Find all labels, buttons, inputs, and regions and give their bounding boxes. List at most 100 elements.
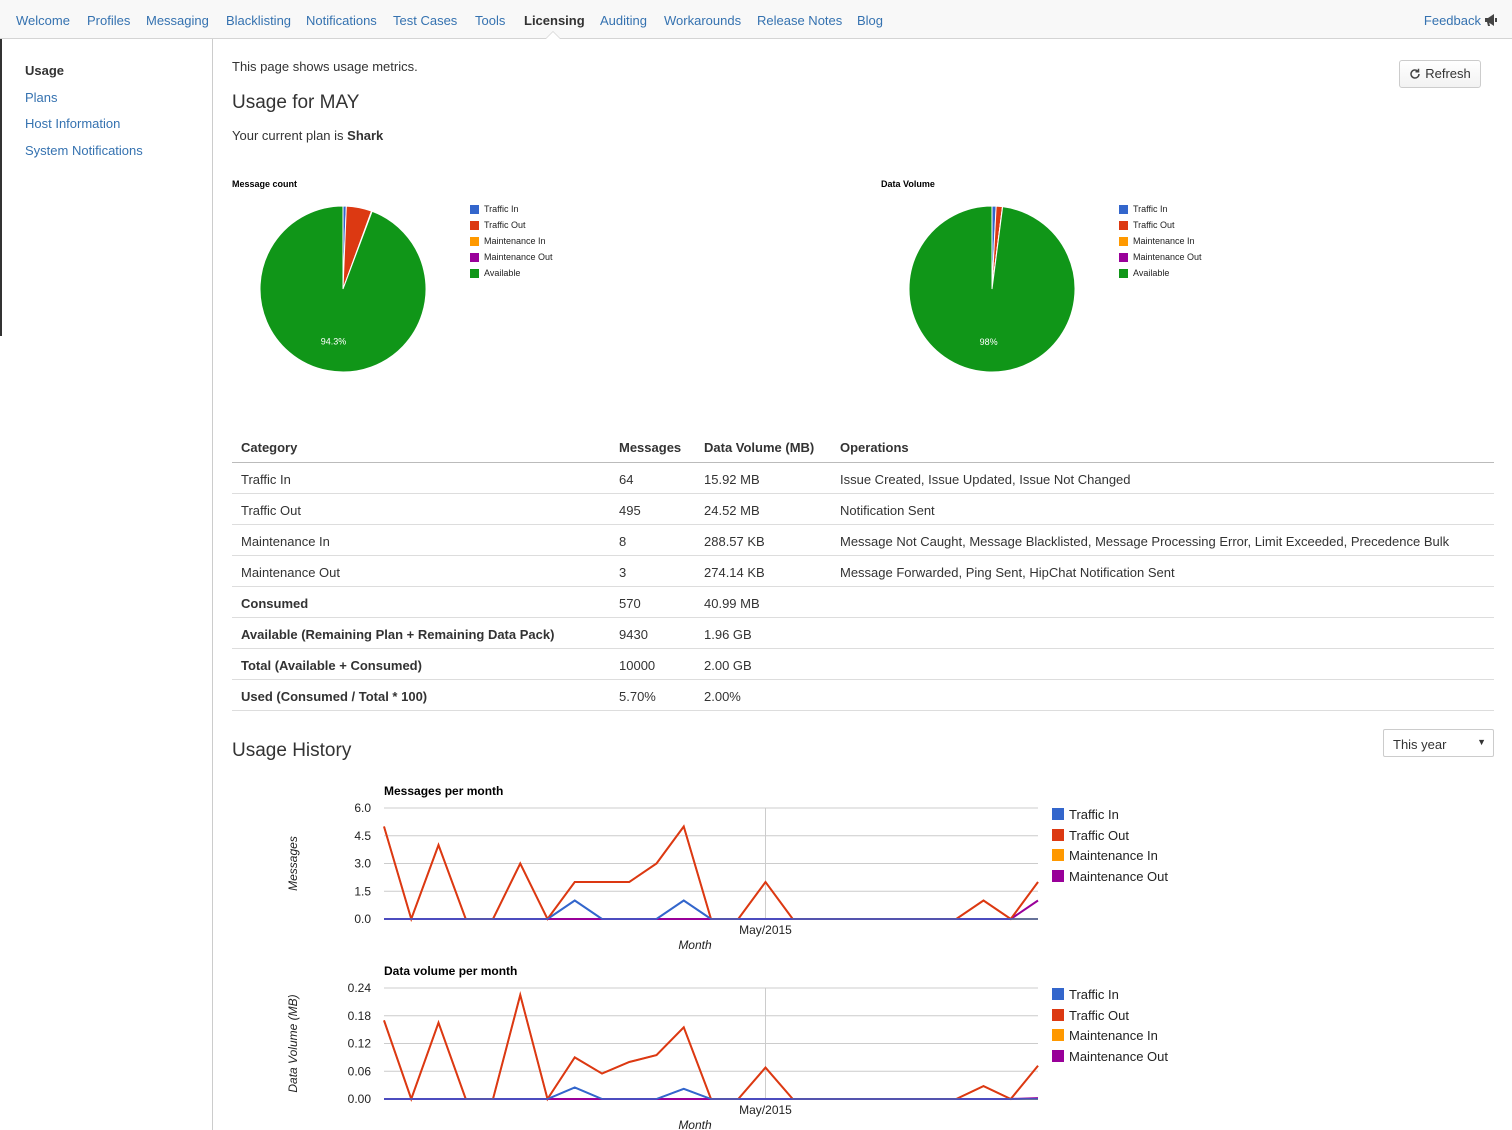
sidebar-item-usage[interactable]: Usage (25, 63, 65, 78)
nav-blog[interactable]: Blog (857, 13, 884, 28)
nav-test-cases[interactable]: Test Cases (393, 13, 458, 28)
nav-licensing[interactable]: Licensing (524, 13, 585, 28)
y-tick-label: 0.12 (348, 1037, 372, 1051)
header-category: Category (241, 440, 298, 455)
nav-release-notes[interactable]: Release Notes (757, 13, 843, 28)
refresh-icon (1410, 68, 1420, 79)
x-axis-label: Month (678, 938, 712, 952)
nav-tools[interactable]: Tools (475, 13, 506, 28)
row-messages: 495 (619, 503, 641, 518)
pie-slice-available (259, 205, 427, 373)
sidebar-item-plans[interactable]: Plans (25, 90, 58, 105)
top-navigation: Welcome Profiles Messaging Blacklisting … (0, 0, 1512, 39)
pie-slice-label: 98% (980, 337, 998, 347)
y-axis-label: Data Volume (MB) (286, 994, 300, 1092)
intro-text: This page shows usage metrics. (232, 59, 418, 74)
table-row: Total (Available + Consumed) 10000 2.00 … (232, 649, 1494, 680)
x-tick-label: May/2015 (739, 923, 792, 937)
legend-label: Traffic In (484, 204, 519, 214)
row-messages: 5.70% (619, 689, 656, 704)
y-tick-label: 0.00 (348, 1092, 372, 1106)
series-line-overlay-traffic-out (383, 824, 1039, 922)
feedback-link[interactable]: Feedback (1424, 13, 1498, 28)
pie-slice-maintenance-in (342, 210, 373, 290)
legend-label: Maintenance Out (1069, 1049, 1169, 1065)
table-row: Consumed 570 40.99 MB (232, 587, 1494, 618)
legend-label: Traffic Out (1069, 827, 1129, 843)
message-count-chart-title: Message count (232, 179, 298, 189)
row-messages: 570 (619, 596, 641, 611)
row-volume: 40.99 MB (704, 596, 760, 611)
pie-slice-maintenance-in (991, 206, 1004, 290)
feedback-label: Feedback (1423, 13, 1481, 28)
legend-swatch (1052, 808, 1064, 820)
legend-swatch (1119, 269, 1128, 278)
legend-label: Maintenance In (1069, 1028, 1158, 1044)
legend-swatch (1119, 237, 1128, 246)
row-messages: 9430 (619, 627, 648, 642)
header-data-volume: Data Volume (MB) (704, 440, 815, 455)
sidebar-item-host-information[interactable]: Host Information (25, 116, 121, 131)
y-tick-label: 6.0 (354, 801, 371, 815)
table-row: Traffic In 64 15.92 MB Issue Created, Is… (232, 463, 1494, 494)
pie-slice-maintenance-out (342, 210, 373, 290)
series-line-traffic-in (384, 1086, 1038, 1100)
table-row: Traffic Out 495 24.52 MB Notification Se… (232, 494, 1494, 525)
nav-blacklisting[interactable]: Blacklisting (226, 13, 292, 28)
nav-messaging[interactable]: Messaging (146, 13, 209, 28)
row-category: Used (Consumed / Total * 100) (241, 689, 428, 704)
row-category: Maintenance Out (241, 565, 341, 580)
row-category: Traffic Out (241, 503, 301, 518)
pie-slice-label: 94.3% (321, 336, 347, 346)
legend-label: Traffic In (1069, 987, 1119, 1002)
time-range-value: This year (1393, 737, 1447, 752)
legend-swatch (1052, 1050, 1064, 1063)
y-tick-label: 0.06 (348, 1064, 372, 1078)
series-line-traffic-in (384, 899, 1038, 920)
chart-title: Data volume per month (384, 964, 517, 978)
row-volume: 2.00% (704, 689, 741, 704)
pie-slice-traffic-out (991, 205, 1004, 290)
row-operations: Message Forwarded, Ping Sent, HipChat No… (840, 565, 1175, 580)
nav-auditing[interactable]: Auditing (600, 13, 647, 28)
current-plan-text: Your current plan is Shark (232, 128, 383, 143)
row-messages: 64 (619, 472, 634, 487)
legend-label: Maintenance Out (484, 252, 553, 262)
series-line-maintenance-out (384, 1097, 1039, 1100)
series-line-overlay-traffic-in (384, 1086, 1038, 1100)
data-volume-chart-title: Data Volume (881, 179, 935, 189)
nav-notifications[interactable]: Notifications (306, 13, 377, 28)
row-category: Maintenance In (241, 534, 330, 549)
row-volume: 1.96 GB (704, 627, 752, 642)
legend-label: Available (1133, 268, 1170, 278)
legend-label: Traffic In (1133, 204, 1168, 214)
pie-slice-maintenance-out (991, 206, 1004, 290)
refresh-button[interactable]: Refresh (1399, 60, 1481, 88)
x-tick-label: May/2015 (739, 1103, 792, 1117)
time-range-select[interactable]: This year ▼ (1383, 729, 1494, 757)
legend-label: Maintenance In (1069, 848, 1158, 864)
legend-swatch (470, 221, 479, 230)
row-operations: Issue Created, Issue Updated, Issue Not … (840, 472, 1131, 487)
nav-welcome[interactable]: Welcome (16, 13, 70, 28)
usage-table: Category Messages Data Volume (MB) Opera… (232, 430, 1494, 711)
legend-swatch (470, 237, 479, 246)
y-axis-label: Messages (286, 836, 300, 891)
legend-swatch (470, 269, 479, 278)
sidebar-item-system-notifications[interactable]: System Notifications (25, 143, 143, 158)
nav-profiles[interactable]: Profiles (87, 13, 131, 28)
legend-swatch (470, 253, 479, 262)
series-line-traffic-out (383, 990, 1039, 1103)
legend-swatch (1119, 221, 1128, 230)
legend-label: Maintenance Out (1069, 869, 1169, 885)
nav-workarounds[interactable]: Workarounds (664, 13, 742, 28)
legend-swatch (1052, 870, 1064, 883)
legend-label: Maintenance Out (1133, 252, 1202, 262)
pie-slice-available (908, 205, 1076, 373)
legend-swatch (1119, 205, 1128, 214)
table-header: Category Messages Data Volume (MB) Opera… (232, 430, 1494, 463)
y-tick-label: 0.24 (348, 981, 372, 995)
plan-prefix: Your current plan is (232, 128, 344, 143)
usage-history-title: Usage History (232, 740, 352, 761)
y-tick-label: 0.0 (354, 912, 371, 926)
